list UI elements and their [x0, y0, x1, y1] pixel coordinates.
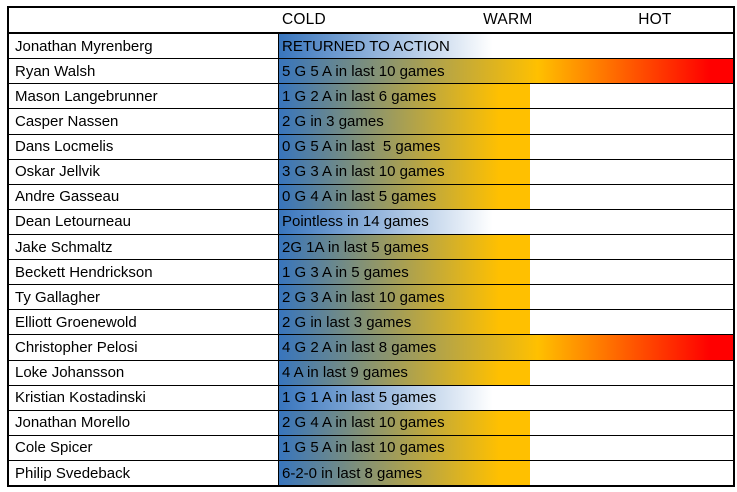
table-row: Jake Schmaltz 2G 1A in last 5 games — [9, 234, 733, 261]
heat-bar-warm: 1 G 5 A in last 10 games — [279, 435, 531, 460]
table-row: Casper Nassen 2 G in 3 games — [9, 109, 733, 135]
heat-bar-area: 1 G 2 A in last 6 games — [279, 84, 733, 109]
table-row: Christopher Pelosi 4 G 2 A in last 8 game… — [9, 335, 733, 361]
table-row: Cole Spicer 1 G 5 A in last 10 games — [9, 435, 733, 461]
heat-bar-warm: 0 G 5 A in last 5 games — [279, 134, 531, 159]
form-text: 6-2-0 in last 8 games — [282, 464, 423, 482]
heat-bar-fade: RETURNED TO ACTION — [279, 34, 531, 59]
table-row: Philip Svedeback 6-2-0 in last 8 games — [9, 460, 733, 486]
form-text: 2 G in last 3 games — [282, 313, 412, 331]
heat-bar-area: 2G 1A in last 5 games — [279, 234, 733, 260]
player-name: Beckett Hendrickson — [9, 260, 279, 285]
header-row: COLD WARM HOT — [9, 8, 733, 35]
player-name: Kristian Kostadinski — [9, 385, 279, 410]
heat-bar-area: 4 G 2 A in last 8 games — [279, 335, 733, 360]
player-heat-table: COLD WARM HOT Jonathan Myrenberg RETURNED… — [7, 6, 735, 487]
table-row: Jonathan Morello 2 G 4 A in last 10 games — [9, 410, 733, 436]
warm-header-label: WARM — [483, 11, 533, 29]
form-text: 4 G 2 A in last 8 games — [282, 338, 437, 356]
player-name: Mason Langebrunner — [9, 84, 279, 109]
heat-bar-warm: 1 G 3 A in 5 games — [279, 260, 531, 285]
form-text: 2 G 4 A in last 10 games — [282, 414, 445, 432]
table-row: Mason Langebrunner 1 G 2 A in last 6 game… — [9, 84, 733, 110]
header-player-column-spacer — [9, 8, 279, 32]
heat-bar-warm: 2 G in last 3 games — [279, 310, 531, 335]
player-name: Cole Spicer — [9, 435, 279, 460]
player-name: Dean Letourneau — [9, 209, 279, 234]
player-name: Jonathan Myrenberg — [9, 34, 279, 59]
player-name: Casper Nassen — [9, 109, 279, 134]
player-name: Andre Gasseau — [9, 184, 279, 209]
table-row: Oskar Jellvik 3 G 3 A in last 10 games — [9, 159, 733, 185]
form-text: 1 G 2 A in last 6 games — [282, 87, 437, 105]
heat-bar-warm: 2 G in 3 games — [279, 109, 531, 134]
form-text: 2 G 3 A in last 10 games — [282, 288, 445, 306]
player-name: Elliott Groenewold — [9, 310, 279, 335]
form-text: 0 G 4 A in last 5 games — [282, 188, 437, 206]
heat-bar-area: 2 G 3 A in last 10 games — [279, 285, 733, 310]
table-row: Kristian Kostadinski 1 G 1 A in last 5 ga… — [9, 385, 733, 411]
table-row: Loke Johansson 4 A in last 9 games — [9, 360, 733, 386]
player-name: Ty Gallagher — [9, 285, 279, 310]
heat-bar-area: 2 G 4 A in last 10 games — [279, 410, 733, 435]
heat-bar-area: 1 G 1 A in last 5 games — [279, 385, 733, 410]
hot-header-label: HOT — [638, 11, 672, 29]
form-text: 1 G 1 A in last 5 games — [282, 389, 437, 407]
heat-bar-area: 2 G in 3 games — [279, 109, 733, 134]
form-text: 2 G in 3 games — [282, 112, 384, 130]
heat-bar-warm: 2 G 4 A in last 10 games — [279, 410, 531, 435]
heat-bar-warm: 1 G 2 A in last 6 games — [279, 84, 531, 109]
heat-bar-fade: Pointless in 14 games — [279, 209, 531, 234]
table-row: Ryan Walsh 5 G 5 A in last 10 games — [9, 59, 733, 85]
table-row: Dans Locmelis 0 G 5 A in last 5 games — [9, 134, 733, 160]
form-text: 1 G 3 A in 5 games — [282, 263, 409, 281]
heat-bar-warm: 4 A in last 9 games — [279, 360, 531, 385]
heat-bar-hot: 5 G 5 A in last 10 games — [279, 59, 733, 84]
player-name: Ryan Walsh — [9, 59, 279, 84]
heat-bar-area: Pointless in 14 games — [279, 209, 733, 234]
form-text: 1 G 5 A in last 10 games — [282, 439, 445, 457]
table-row: Beckett Hendrickson 1 G 3 A in 5 games — [9, 260, 733, 286]
player-name: Dans Locmelis — [9, 134, 279, 159]
heat-bar-area: 3 G 3 A in last 10 games — [279, 159, 733, 184]
table-row: Jonathan Myrenberg RETURNED TO ACTION — [9, 34, 733, 60]
form-text: 0 G 5 A in last 5 games — [282, 138, 441, 156]
cold-header-label: COLD — [282, 11, 326, 29]
form-text: Pointless in 14 games — [282, 213, 429, 231]
table-row: Elliott Groenewold 2 G in last 3 games — [9, 310, 733, 336]
player-name: Jonathan Morello — [9, 410, 279, 435]
table-row: Dean Letourneau Pointless in 14 games — [9, 209, 733, 235]
heat-bar-fade: 1 G 1 A in last 5 games — [279, 385, 531, 410]
heat-bar-area: 2 G in last 3 games — [279, 310, 733, 335]
heat-bar-warm: 2 G 3 A in last 10 games — [279, 285, 531, 310]
form-text: RETURNED TO ACTION — [282, 37, 450, 55]
player-name: Christopher Pelosi — [9, 335, 279, 360]
player-name: Jake Schmaltz — [9, 234, 279, 260]
form-text: 4 A in last 9 games — [282, 364, 408, 382]
heat-bar-area: 1 G 3 A in 5 games — [279, 260, 733, 285]
heat-bar-area: RETURNED TO ACTION — [279, 34, 733, 59]
heat-bar-warm: 3 G 3 A in last 10 games — [279, 159, 531, 184]
heat-bar-area: 6-2-0 in last 8 games — [279, 460, 733, 486]
form-text: 3 G 3 A in last 10 games — [282, 163, 445, 181]
form-text: 5 G 5 A in last 10 games — [282, 62, 445, 80]
player-name: Philip Svedeback — [9, 460, 279, 486]
heat-bar-area: 4 A in last 9 games — [279, 360, 733, 385]
player-name: Loke Johansson — [9, 360, 279, 385]
heat-bar-warm: 0 G 4 A in last 5 games — [279, 184, 531, 209]
heat-scale-header: COLD WARM HOT — [279, 8, 733, 33]
table-row: Andre Gasseau 0 G 4 A in last 5 games — [9, 184, 733, 210]
heat-bar-warm: 6-2-0 in last 8 games — [279, 460, 531, 486]
heat-bar-area: 5 G 5 A in last 10 games — [279, 59, 733, 84]
player-name: Oskar Jellvik — [9, 159, 279, 184]
heat-bar-area: 0 G 4 A in last 5 games — [279, 184, 733, 209]
heat-bar-area: 1 G 5 A in last 10 games — [279, 435, 733, 460]
form-text: 2G 1A in last 5 games — [282, 238, 429, 256]
heat-bar-hot: 4 G 2 A in last 8 games — [279, 335, 733, 360]
heat-bar-warm: 2G 1A in last 5 games — [279, 234, 531, 260]
table-row: Ty Gallagher 2 G 3 A in last 10 games — [9, 285, 733, 311]
heat-bar-area: 0 G 5 A in last 5 games — [279, 134, 733, 159]
